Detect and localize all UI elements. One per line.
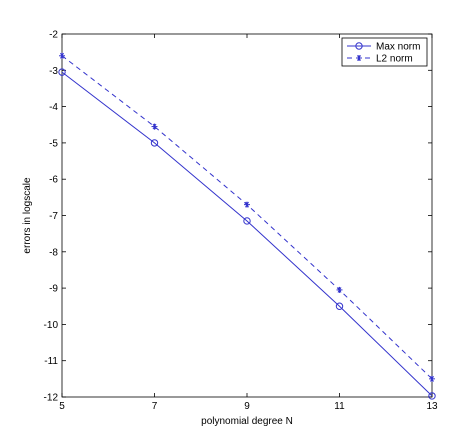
data-point-l2-norm bbox=[151, 123, 158, 130]
data-point-l2-norm bbox=[336, 286, 343, 293]
data-point-max-norm bbox=[335, 302, 344, 310]
y-tick-label: -10 bbox=[44, 320, 59, 331]
legend-label-l2-norm: L2 norm bbox=[376, 54, 413, 65]
y-tick-label: -2 bbox=[49, 30, 58, 41]
x-tick-label: 9 bbox=[244, 401, 250, 412]
y-tick-label: -12 bbox=[44, 393, 59, 404]
data-point-l2-norm bbox=[59, 52, 65, 59]
y-tick-label: -4 bbox=[49, 102, 58, 113]
y-tick-label: -9 bbox=[49, 284, 58, 295]
y-tick-label: -8 bbox=[49, 247, 58, 258]
x-tick-label: 5 bbox=[59, 401, 65, 412]
legend-box bbox=[341, 37, 428, 67]
data-point-max-norm bbox=[428, 392, 436, 400]
legend-marker-l2-norm bbox=[356, 55, 362, 61]
data-point-max-norm bbox=[58, 68, 66, 76]
x-axis: 5 7 9 11 13 bbox=[59, 34, 438, 412]
y-axis-title: errors in logscale bbox=[22, 177, 33, 254]
legend-item-max-norm: Max norm bbox=[347, 42, 420, 53]
x-tick-label: 13 bbox=[426, 401, 438, 412]
x-axis-title: polynomial degree N bbox=[201, 416, 293, 427]
y-tick-label: -6 bbox=[49, 175, 58, 186]
data-point-l2-norm bbox=[429, 375, 435, 382]
y-axis: -2 -3 -4 -5 -6 -7 -8 -9 -10 -11 -12 bbox=[44, 30, 432, 404]
x-tick-label: 7 bbox=[152, 401, 158, 412]
y-tick-label: -5 bbox=[49, 138, 58, 149]
y-tick-label: -7 bbox=[49, 211, 58, 222]
data-point-max-norm bbox=[243, 217, 251, 225]
y-tick-label: -11 bbox=[44, 356, 58, 367]
legend-label-max-norm: Max norm bbox=[376, 42, 420, 53]
x-tick-label: 11 bbox=[334, 401, 345, 412]
series-line-max-norm bbox=[61, 71, 433, 397]
y-tick-label: -3 bbox=[49, 66, 58, 77]
legend: Max norm L2 norm bbox=[341, 37, 428, 67]
data-point-max-norm bbox=[150, 139, 159, 147]
series-layer bbox=[58, 52, 436, 400]
data-point-l2-norm bbox=[244, 201, 250, 208]
legend-item-l2-norm: L2 norm bbox=[347, 54, 413, 65]
legend-marker-max-norm bbox=[355, 42, 363, 50]
